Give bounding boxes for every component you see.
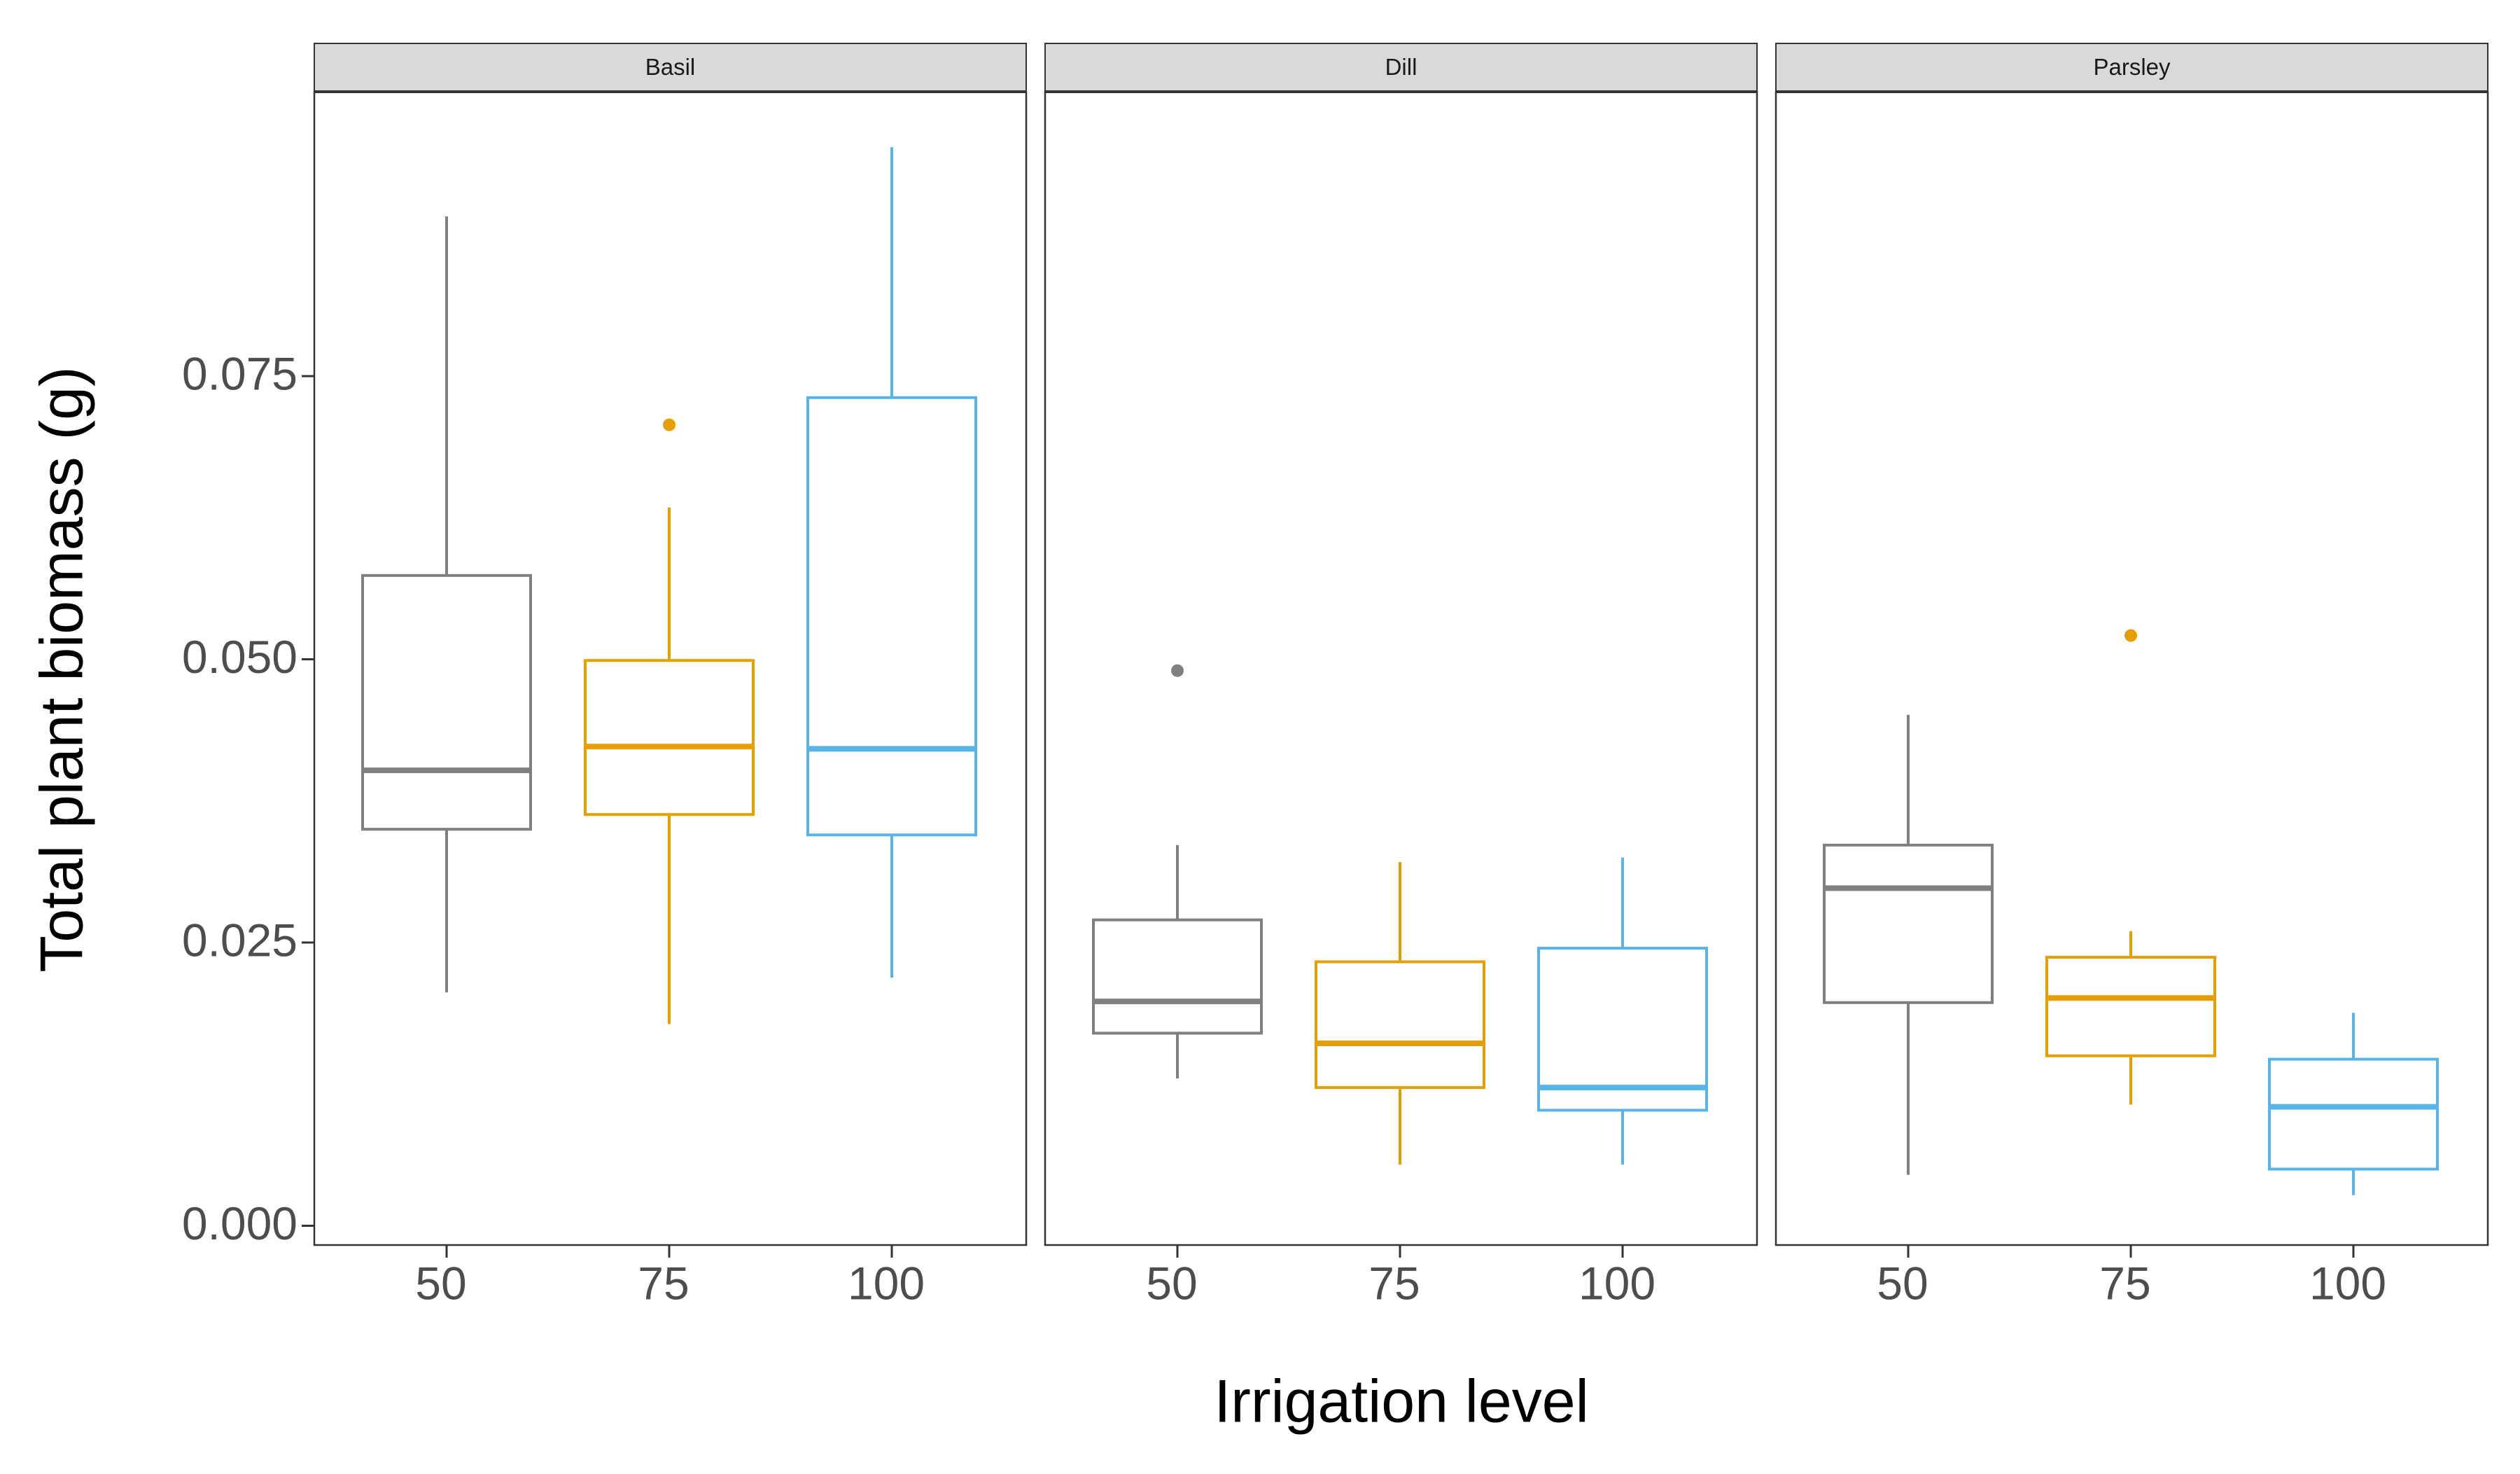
y-tick-label: 0.000 — [182, 1197, 298, 1249]
facet-strip — [314, 43, 1027, 92]
x-tick-label: 50 — [1146, 1257, 1197, 1309]
box — [584, 659, 755, 816]
box — [1092, 918, 1263, 1035]
y-tick-label: 0.075 — [182, 348, 298, 400]
box — [361, 573, 532, 831]
facet-label-parsley: Parsley — [2093, 54, 2171, 80]
box — [1823, 843, 1994, 1004]
facet-label-dill: Dill — [1385, 54, 1418, 80]
outlier-point — [1171, 664, 1184, 677]
x-tick-label: 50 — [1877, 1257, 1928, 1309]
x-axis-label: Irrigation level — [1214, 1368, 1588, 1435]
boxplot-parsley-100 — [2268, 1013, 2439, 1195]
boxplot-basil-100 — [806, 147, 977, 978]
y-tick-label: 0.050 — [182, 631, 298, 683]
box — [2268, 1057, 2439, 1171]
outlier-point — [663, 418, 676, 431]
box — [1315, 960, 1485, 1090]
facet-label-basil: Basil — [645, 54, 696, 80]
x-tick-label: 100 — [2309, 1257, 2386, 1309]
box — [1537, 947, 1708, 1112]
box — [2045, 956, 2216, 1057]
boxplot-basil-75 — [584, 418, 755, 1024]
boxplot-dill-75 — [1315, 862, 1485, 1165]
x-tick-label: 100 — [1578, 1257, 1656, 1309]
y-axis-label: Total plant biomass (g) — [29, 366, 96, 972]
x-tick-label: 75 — [2099, 1257, 2150, 1309]
boxplot-parsley-75 — [2045, 629, 2216, 1105]
x-tick-label: 75 — [1368, 1257, 1420, 1309]
box — [806, 396, 977, 837]
boxplot-dill-100 — [1537, 857, 1708, 1165]
facet-strip — [1044, 43, 1758, 92]
y-tick-label: 0.025 — [182, 914, 298, 966]
x-tick-label: 100 — [848, 1257, 925, 1309]
boxplot-parsley-50 — [1823, 714, 1994, 1175]
boxplot-basil-50 — [361, 216, 532, 993]
x-tick-label: 50 — [415, 1257, 466, 1309]
boxplot-dill-50 — [1092, 664, 1263, 1079]
x-tick-label: 75 — [638, 1257, 689, 1309]
outlier-point — [2124, 629, 2137, 642]
